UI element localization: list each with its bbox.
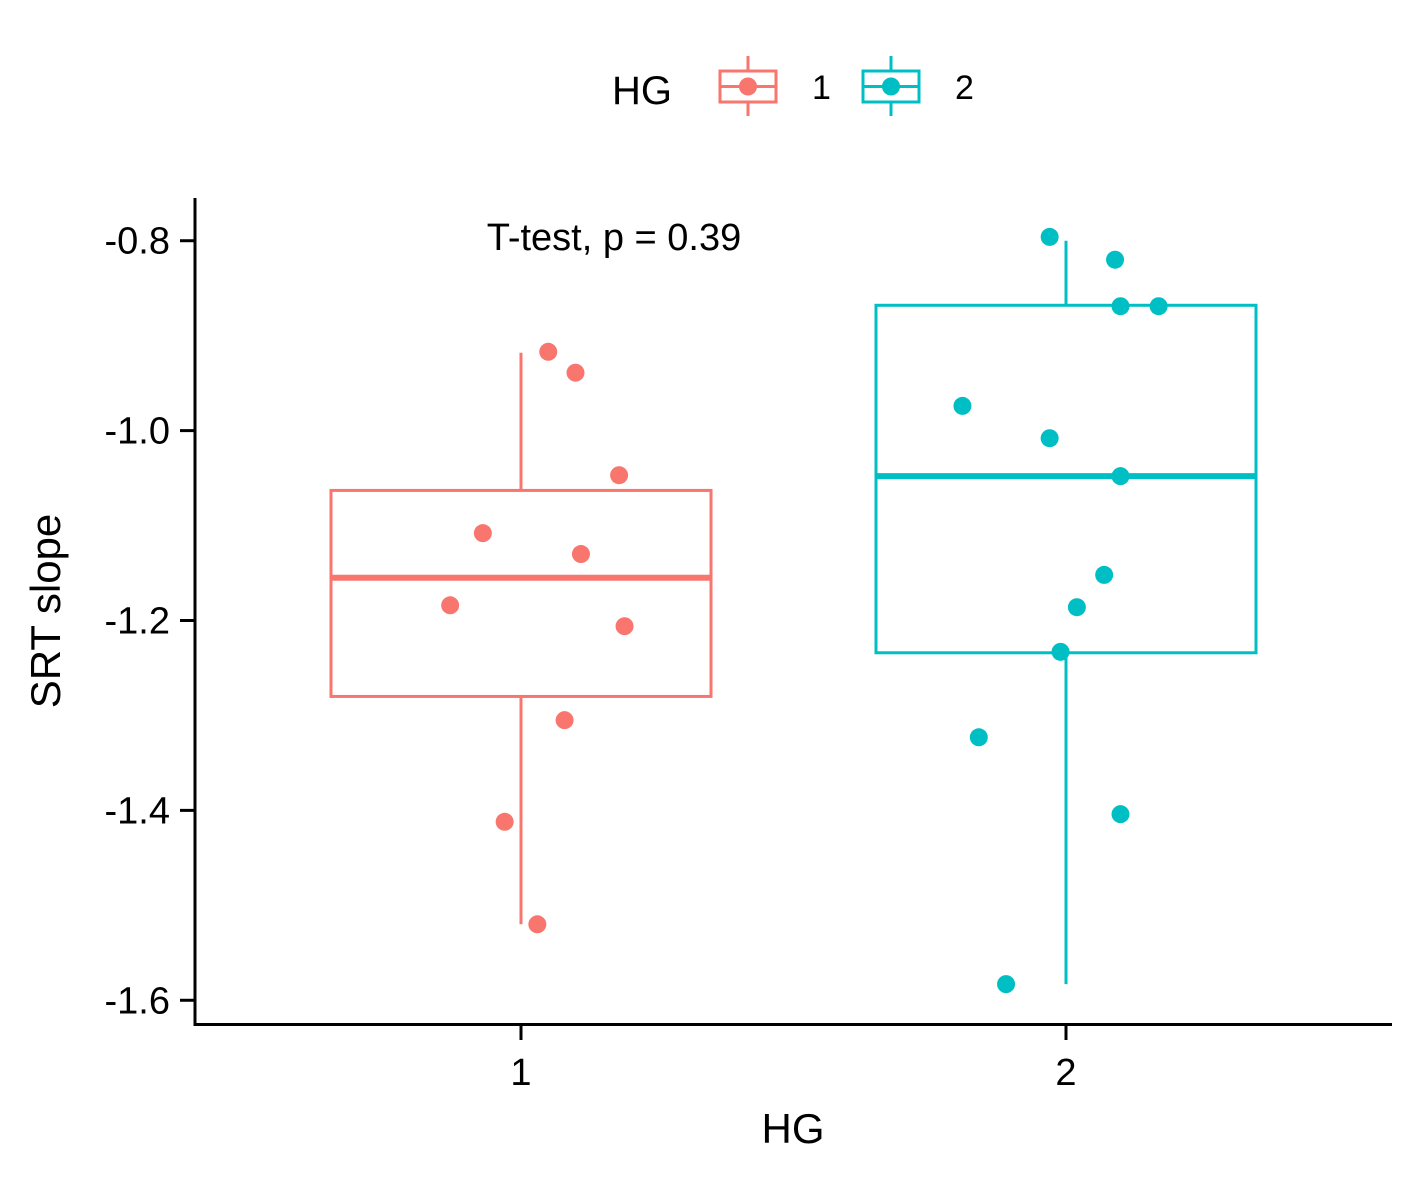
data-point [539, 342, 558, 361]
y-tick-label: -0.8 [105, 221, 170, 263]
x-axis-title: HG [762, 1105, 825, 1152]
legend-title: HG [612, 69, 672, 113]
data-point [495, 812, 514, 831]
data-point [566, 363, 585, 382]
box-iqr [329, 488, 713, 698]
data-point [1111, 467, 1130, 486]
y-axis-title: SRT slope [22, 514, 69, 709]
data-point [1111, 805, 1130, 824]
x-tick-label: 1 [510, 1052, 531, 1094]
legend-label: 1 [812, 69, 831, 107]
data-point [1111, 297, 1130, 316]
data-point [1067, 598, 1086, 617]
ttest-annotation: T-test, p = 0.39 [487, 217, 742, 259]
data-point [441, 596, 460, 615]
y-tick-label: -1.6 [105, 980, 170, 1022]
data-point [555, 711, 574, 730]
data-point [997, 975, 1016, 994]
legend-key-point [882, 77, 900, 96]
legend-entry: 1 [718, 56, 831, 116]
legend-label: 2 [955, 69, 974, 107]
data-point [969, 728, 988, 747]
legend-key-point [739, 77, 757, 96]
legend-entry: 2 [861, 56, 974, 116]
data-point [571, 545, 590, 564]
data-point [1051, 642, 1070, 661]
data-point [1040, 227, 1059, 246]
y-tick-label: -1.2 [105, 600, 170, 642]
data-point [528, 915, 547, 934]
data-point [1106, 250, 1125, 269]
data-point [953, 396, 972, 415]
x-tick-label: 2 [1055, 1052, 1076, 1094]
data-point [473, 524, 492, 543]
y-tick-label: -1.4 [105, 790, 170, 832]
data-point [615, 617, 634, 636]
data-point [1149, 297, 1168, 316]
data-point [1040, 429, 1059, 448]
data-point [1095, 565, 1114, 584]
y-tick-label: -1.0 [105, 411, 170, 453]
legend: HG 1 2 [612, 56, 974, 116]
data-point [610, 466, 629, 485]
